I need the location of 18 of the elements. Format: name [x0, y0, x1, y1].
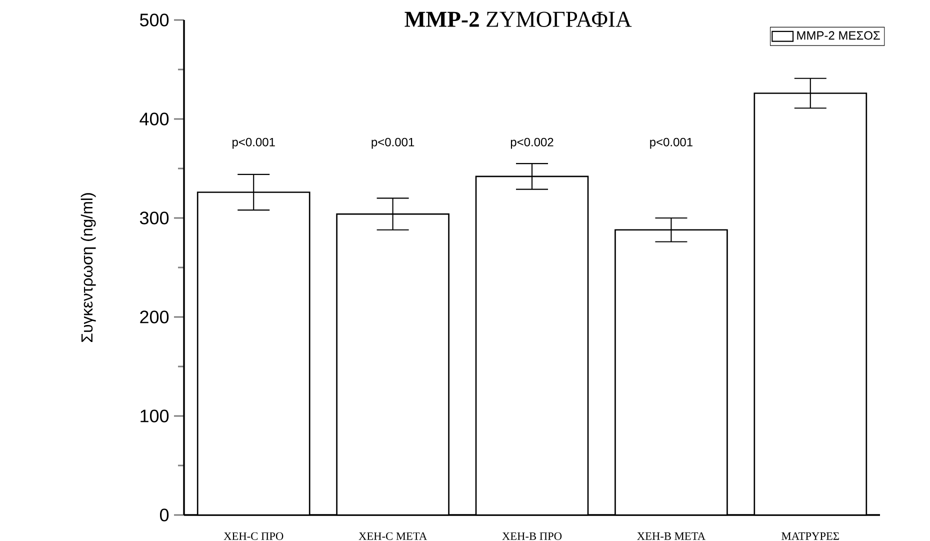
annotation: p<0.001 — [372, 138, 414, 149]
annotation: p<0.002 — [510, 138, 554, 149]
x-tick-label: ΧΕΗ-C ΠΡΟ — [224, 532, 284, 540]
y-axis-title: Συγκεντρωση (ng/ml) — [80, 193, 96, 342]
x-tick-label: ΧΕΗ-C ΜΕΤΑ — [358, 532, 428, 540]
y-tick-label: 200 — [140, 310, 169, 324]
y-tick-label: 500 — [140, 14, 169, 26]
y-tick-label: 100 — [140, 410, 169, 422]
chart-title: MMP-2 ΖΥΜΟΓΡΑΦΙΑ — [404, 12, 632, 27]
x-tick-label: ΧΕΗ-B ΜΕΤΑ — [637, 532, 706, 540]
y-tick-label: 0 — [160, 508, 169, 522]
legend-label: MMP-2 ΜΕΣΟΣ — [797, 31, 880, 40]
annotation: p<0.001 — [232, 138, 275, 149]
annotation: p<0.001 — [650, 138, 692, 149]
x-tick-label: ΧΕΗ-B ΠΡΟ — [502, 532, 562, 540]
x-tick-label: ΜΑΤΡΥΡΕΣ — [782, 532, 839, 540]
y-tick-label: 400 — [140, 112, 169, 126]
y-tick-label: 300 — [140, 212, 169, 224]
